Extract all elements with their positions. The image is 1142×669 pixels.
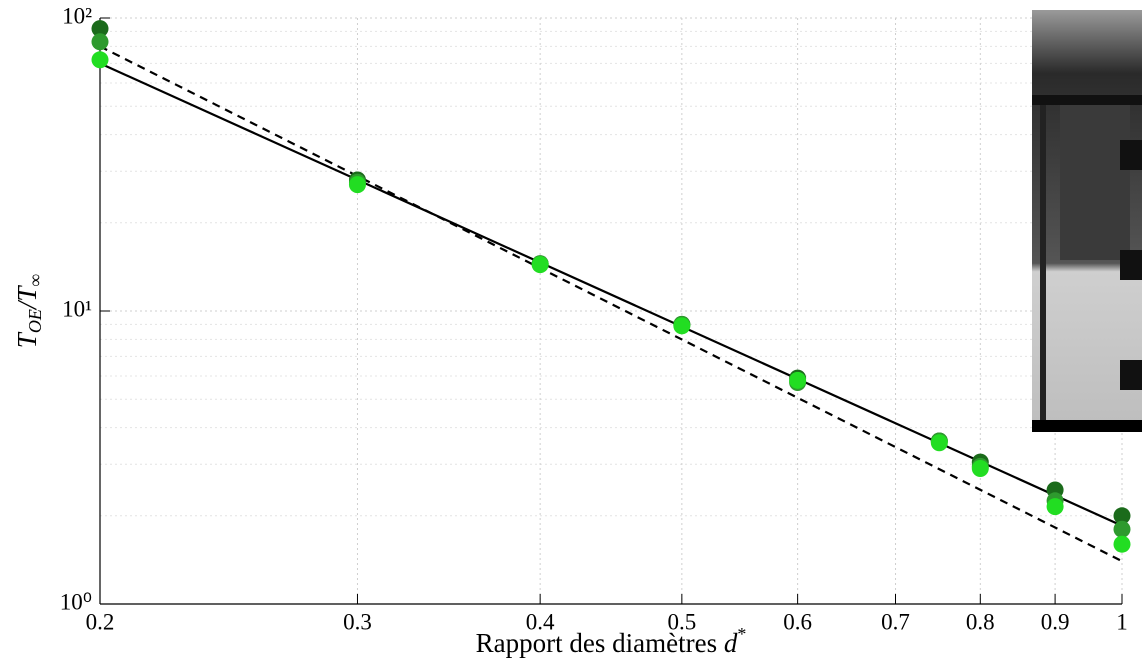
- y-axis-label: TOE/T∞: [12, 274, 45, 349]
- x-tick-label: 0.8: [966, 609, 995, 634]
- grid: [99, 17, 1123, 605]
- plot-area: [91, 20, 1131, 563]
- data-point: [1046, 498, 1064, 516]
- data-point: [1113, 507, 1131, 525]
- x-tick-label: 0.9: [1041, 609, 1070, 634]
- data-point: [971, 460, 989, 478]
- data-point: [91, 51, 109, 69]
- data-point: [1113, 520, 1131, 538]
- data-point: [91, 33, 109, 51]
- data-point: [1113, 535, 1131, 553]
- x-tick-label: 0.2: [86, 609, 115, 634]
- x-tick-label: 0.4: [526, 609, 555, 634]
- x-axis-label: Rapport des diamètres d*: [476, 624, 747, 658]
- x-tick-label: 1: [1116, 609, 1128, 634]
- y-tick-label: 10⁰: [60, 589, 92, 614]
- data-point: [348, 176, 366, 194]
- inset-photo: [1032, 10, 1142, 432]
- x-tick-label: 0.3: [343, 609, 372, 634]
- data-point: [789, 371, 807, 389]
- x-tick-label: 0.5: [667, 609, 696, 634]
- x-tick-label: 0.6: [783, 609, 812, 634]
- x-tick-label: 0.7: [881, 609, 910, 634]
- data-point: [673, 317, 691, 335]
- y-tick-label: 10²: [62, 3, 92, 28]
- data-point: [531, 256, 549, 274]
- fit-line: [99, 45, 1123, 563]
- y-tick-label: 10¹: [62, 296, 92, 321]
- data-point: [91, 20, 109, 38]
- data-point: [930, 434, 948, 452]
- fit-line: [99, 62, 1123, 527]
